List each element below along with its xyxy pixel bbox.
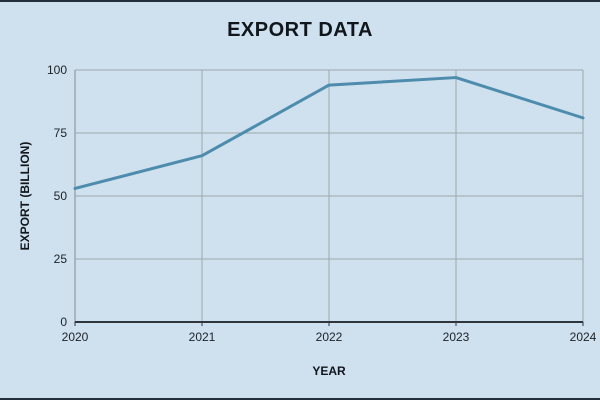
y-tick-label: 100: [47, 63, 67, 77]
x-tick-label: 2020: [62, 330, 89, 344]
chart-title: EXPORT DATA: [227, 19, 373, 41]
y-tick-label: 50: [54, 189, 68, 203]
export-line: [73, 76, 585, 190]
y-tick-label: 0: [60, 315, 67, 329]
y-tick-label: 75: [54, 126, 68, 140]
x-tick-label: 2022: [316, 330, 343, 344]
y-tick-label: 25: [54, 252, 68, 266]
x-tick-label: 2021: [189, 330, 216, 344]
x-tick-label: 2023: [443, 330, 470, 344]
x-tick-label: 2024: [570, 330, 597, 344]
x-axis-label: YEAR: [312, 364, 346, 378]
